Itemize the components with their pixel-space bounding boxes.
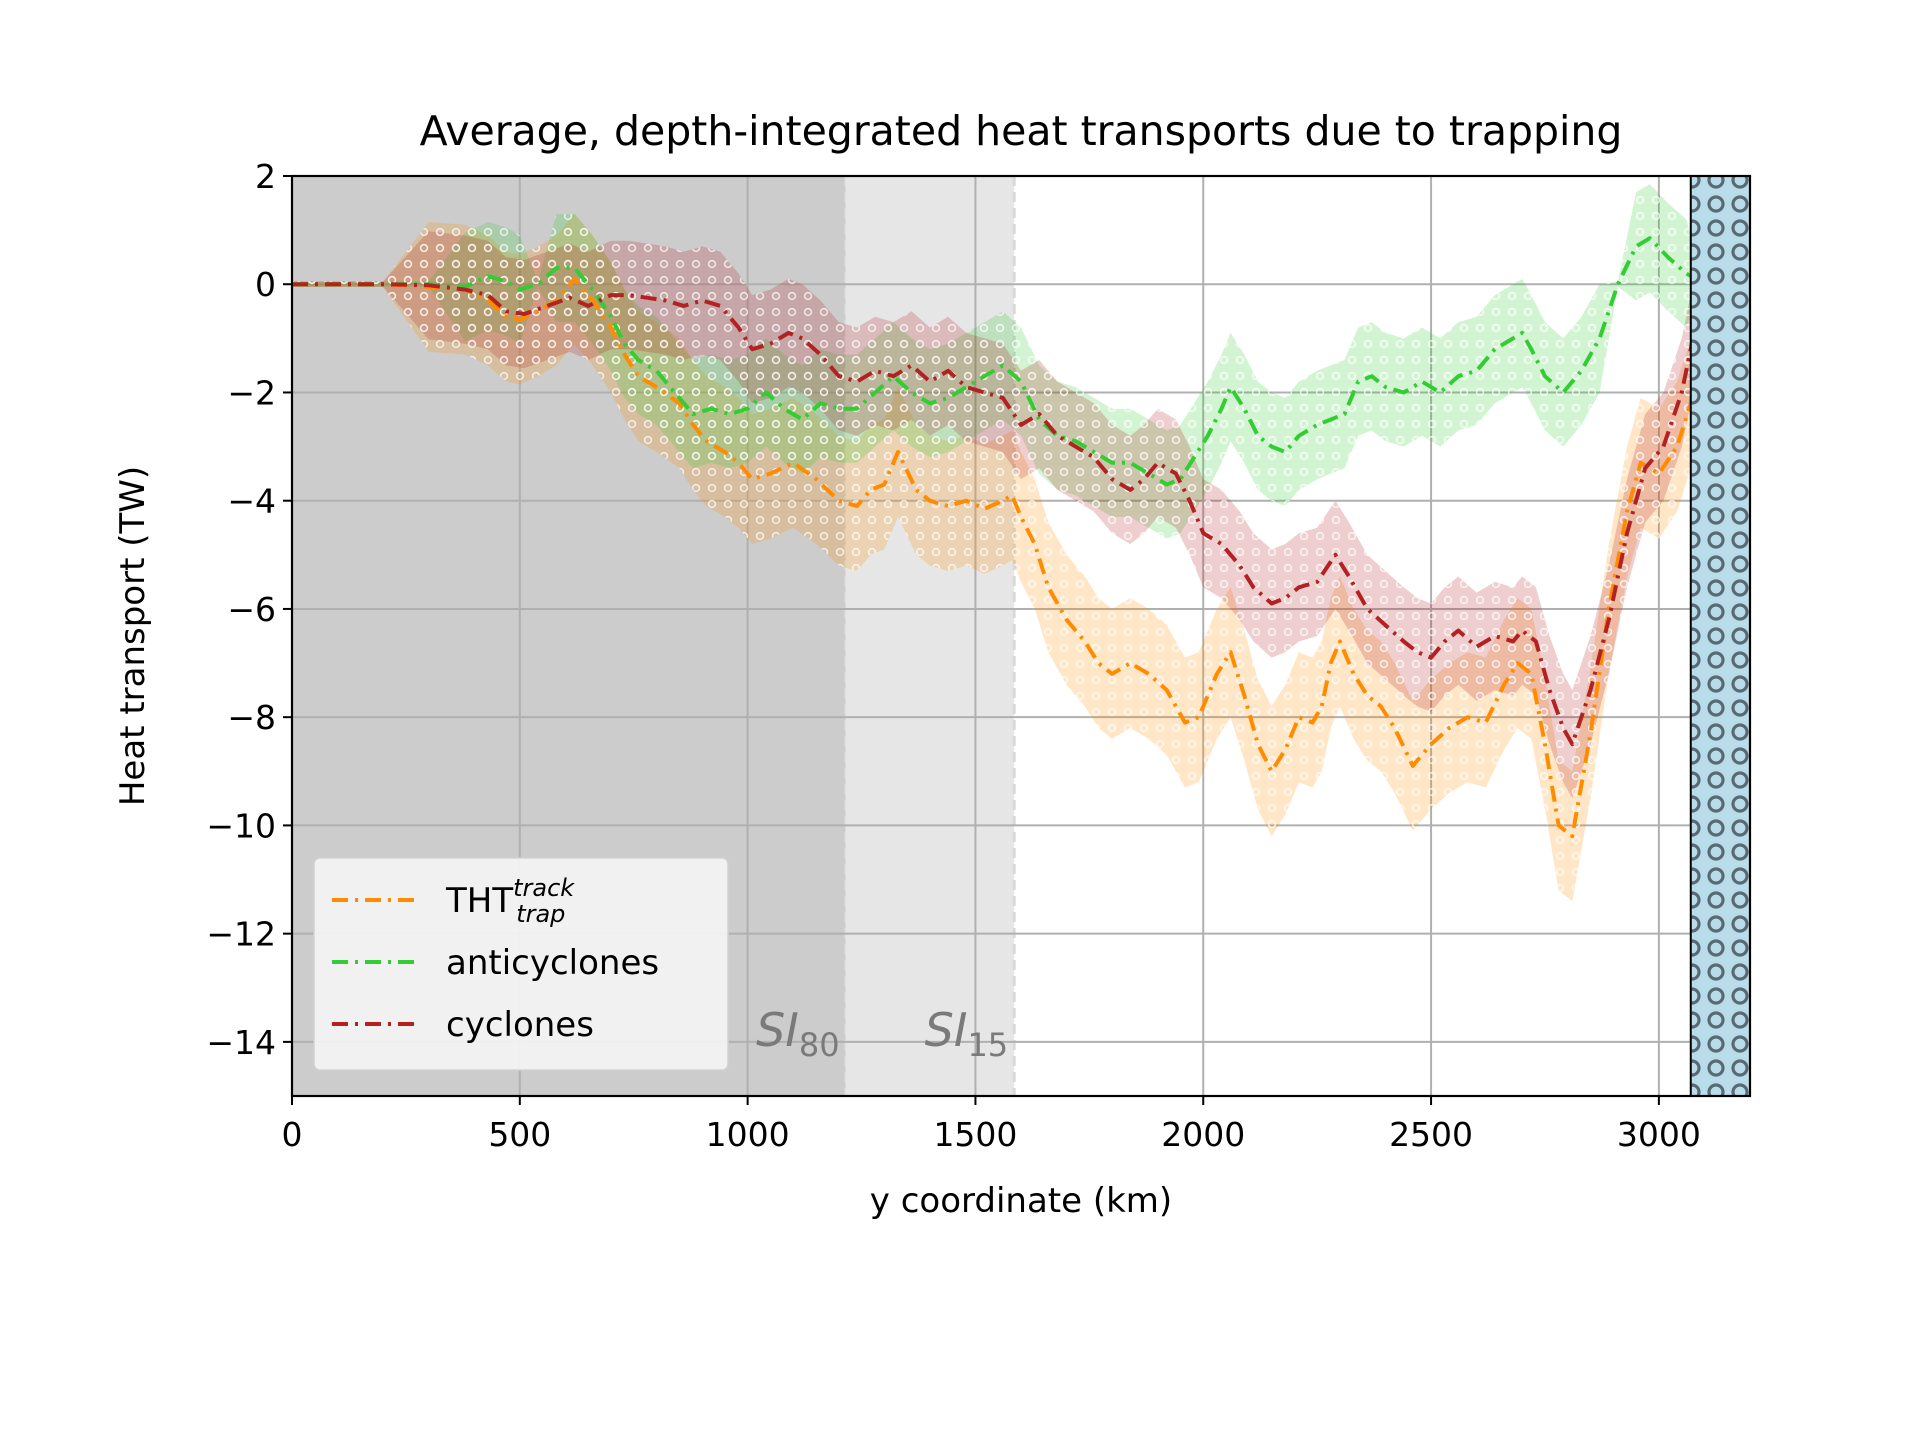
chart-title: Average, depth-integrated heat transport… — [420, 107, 1623, 155]
legend: THTtrack trap anticyclones cyclones — [313, 857, 729, 1071]
series-line-anticyclones — [292, 236, 1750, 487]
x-tick-label: 500 — [488, 1115, 551, 1154]
region-label-1: SI15 — [925, 1003, 1008, 1064]
legend-label-cyclones: cyclones — [446, 1005, 594, 1045]
y-tick-label: 2 — [255, 157, 276, 196]
y-axis-ticks: 2 0 −2 −4 −6 −8 −10 −12 −14 — [206, 157, 292, 1062]
y-tick-label: −14 — [206, 1023, 276, 1062]
region-label-0: SI80 — [756, 1003, 839, 1064]
region-1 — [845, 176, 1015, 1096]
y-tick-label: 0 — [255, 265, 276, 304]
series-line-THT — [292, 276, 1750, 839]
y-axis-label: Heat transport (TW) — [113, 466, 153, 806]
x-tick-label: 0 — [282, 1115, 303, 1154]
series-line-cyclones — [292, 282, 1750, 747]
x-tick-label: 1500 — [933, 1115, 1017, 1154]
y-tick-label: −4 — [227, 482, 276, 521]
x-axis-label: y coordinate (km) — [870, 1181, 1172, 1221]
boundary-band-hatch — [1689, 175, 1752, 1097]
y-tick-label: −6 — [227, 590, 276, 629]
y-tick-label: −2 — [227, 373, 276, 412]
band-hatch-cyclones — [292, 231, 1750, 799]
x-tick-label: 2500 — [1389, 1115, 1473, 1154]
plot-frame — [290, 174, 1752, 1098]
legend-label-anticyclones: anticyclones — [446, 943, 659, 983]
region-labels: SI80 SI15 — [756, 1003, 1008, 1064]
x-tick-label: 1000 — [706, 1115, 790, 1154]
x-tick-label: 3000 — [1617, 1115, 1701, 1154]
y-tick-label: −10 — [206, 806, 276, 845]
band-hatch-anticyclones — [292, 184, 1750, 539]
x-tick-label: 2000 — [1161, 1115, 1245, 1154]
y-tick-label: −8 — [227, 698, 276, 737]
legend-label-THT: THTtrack trap — [445, 874, 575, 928]
boundary-band — [1689, 175, 1752, 1097]
legend-box — [313, 857, 729, 1071]
x-axis-ticks: 0 500 1000 1500 2000 2500 3000 — [282, 1096, 1701, 1154]
y-tick-label: −12 — [206, 915, 276, 954]
series-lines — [292, 236, 1750, 839]
